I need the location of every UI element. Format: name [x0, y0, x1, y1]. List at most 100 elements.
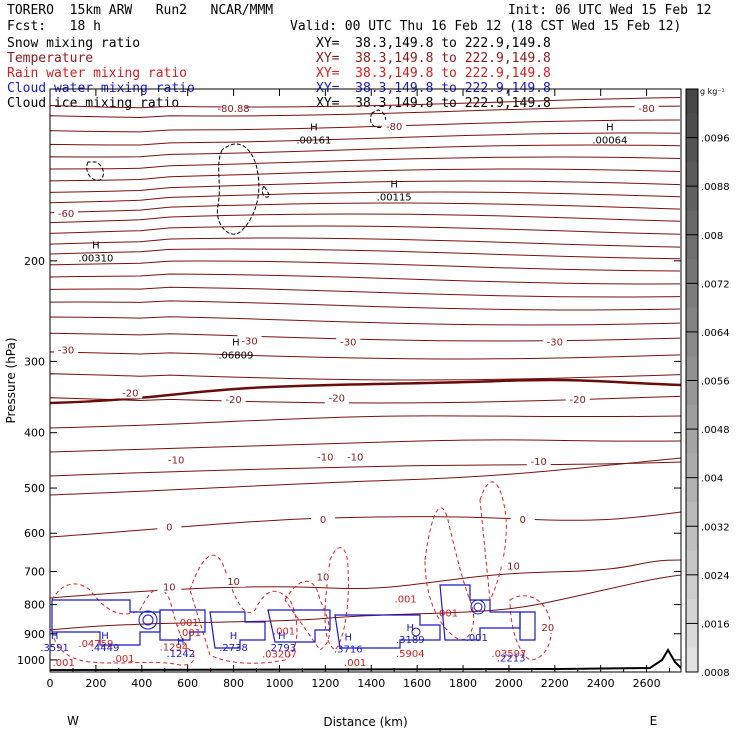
- cloud-water-max-marker: H: [406, 623, 414, 634]
- x-tick-label: 2200: [541, 677, 569, 690]
- y-tick-label: 700: [24, 565, 45, 578]
- temperature-label: -20: [122, 388, 138, 399]
- x-tick-label: 1800: [449, 677, 477, 690]
- temp-label-bg: [526, 454, 551, 467]
- field-xy-temperature: XY= 38.3,149.8 to 222.9,149.8: [316, 51, 551, 66]
- colorbar-tick-label: .0088: [701, 182, 730, 193]
- rain-label: .001: [395, 594, 417, 605]
- colorbar: .0096 .0088 .008 .0072 .0064 .0056 .0048 .004 .0…: [685, 87, 730, 679]
- cloud-water-contour: [267, 609, 331, 643]
- cloud-water-max-contour: [142, 614, 154, 626]
- cloud-water-label: .2793: [267, 643, 296, 654]
- colorbar-cell: [686, 186, 698, 211]
- cloud-water-max-marker: H: [177, 637, 185, 648]
- isotherm-line: [49, 156, 681, 170]
- colorbar-cell: [686, 161, 698, 187]
- colorbar-cell: [686, 599, 698, 624]
- field-name-temperature: Temperature: [7, 51, 94, 66]
- rain-label: .03597: [491, 649, 526, 660]
- rain-label: .001: [344, 658, 366, 669]
- isotherm-line: [49, 213, 681, 227]
- isotherm-line: [49, 457, 682, 496]
- temperature-label: -80: [638, 104, 654, 115]
- temp-label-bg: [324, 391, 349, 404]
- colorbar-cell: [686, 234, 698, 260]
- x-tick-label: 400: [131, 677, 152, 690]
- x-tick-label: 800: [223, 677, 244, 690]
- rain-label: .001: [53, 658, 75, 669]
- colorbar-cell: [686, 550, 698, 576]
- isotherm-line: [49, 316, 681, 328]
- cloud-water-label: .3716: [334, 644, 363, 655]
- cloud-water-label: .1242: [166, 649, 195, 660]
- colorbar-cell: [686, 526, 698, 552]
- isotherm-line: [49, 202, 681, 216]
- colorbar-cell: [686, 259, 698, 284]
- temperature-label: 10: [163, 582, 176, 593]
- isotherm-line: [49, 168, 681, 182]
- colorbar-tick-label: .0064: [701, 328, 730, 339]
- x-axis-label: Distance (km): [323, 715, 407, 729]
- y-tick-label: 900: [24, 628, 45, 641]
- cloud-water-label: .2738: [219, 643, 248, 654]
- isotherm-line: [49, 225, 681, 239]
- isotherm-zero-line: [49, 378, 682, 405]
- isotherm-line: [49, 97, 681, 110]
- field-xy-cloud-ice: XY= 38.3,149.8 to 222.9,149.8: [316, 96, 551, 111]
- colorbar-cell: [686, 331, 698, 357]
- temperature-label: -10: [531, 457, 547, 468]
- field-name-snow: Snow mixing ratio: [7, 36, 141, 51]
- rain-contour: [324, 547, 349, 651]
- colorbar-tick-label: .0008: [701, 668, 730, 679]
- temperature-label: 0: [166, 523, 172, 534]
- temperature-label: 20: [542, 623, 555, 634]
- rain-contour: [284, 580, 330, 651]
- cloud-water-contours: [51, 584, 536, 649]
- temperature-label: -10: [168, 456, 184, 467]
- temperature-label: 0: [320, 515, 326, 526]
- temperature-label: 10: [507, 562, 520, 573]
- isotherm-line: [49, 248, 681, 262]
- temp-label-bg: [311, 513, 336, 526]
- y-tick-label: 500: [24, 482, 45, 495]
- header-init: Init: 06 UTC Wed 15 Feb 12: [508, 3, 712, 18]
- colorbar-cell: [686, 404, 698, 430]
- x-tick-label: 2000: [495, 677, 523, 690]
- temp-label-bg: [311, 570, 336, 583]
- cloud-water-max-contour: [411, 627, 421, 637]
- cloud-water-max-marker: H: [278, 631, 286, 642]
- temp-label-bg: [382, 119, 407, 132]
- cloud-water-max-marker: H: [345, 632, 353, 643]
- rain-contours: [51, 481, 552, 666]
- temperature-label: -10: [347, 452, 363, 463]
- colorbar-cell: [686, 137, 698, 163]
- isotherm-line: [49, 511, 682, 538]
- temp-label-bg: [510, 513, 535, 526]
- colorbar-cell: [686, 501, 698, 527]
- temperature-contours: [49, 97, 682, 631]
- rain-contour: [424, 507, 475, 641]
- isotherm-line: [49, 574, 682, 631]
- isotherm-line: [49, 237, 681, 251]
- snow-contour: [261, 185, 271, 198]
- isotherm-line: [49, 191, 681, 205]
- cloud-water-label: .2213: [497, 653, 526, 664]
- colorbar-cell: [686, 113, 698, 139]
- colorbar-cell: [686, 574, 698, 600]
- isotherm-line: [49, 332, 681, 344]
- temperature-label: 10: [227, 577, 240, 588]
- snow-contours: [86, 109, 386, 235]
- x-tick-label: 1400: [357, 677, 385, 690]
- temperature-label: -30: [241, 337, 257, 348]
- colorbar-cell: [686, 623, 698, 649]
- cloud-water-max-contour: [473, 602, 483, 612]
- x-tick-label: 1200: [311, 677, 339, 690]
- x-tick-label: 200: [85, 677, 106, 690]
- temp-label-bg: [164, 453, 189, 466]
- y-tick-label: 800: [24, 599, 45, 612]
- cloud-water-contour: [51, 599, 161, 646]
- rain-contour: [509, 595, 552, 661]
- cloud-water-label: .001: [466, 633, 488, 644]
- isotherm-line: [49, 119, 681, 133]
- colorbar-tick-label: .0048: [701, 425, 730, 436]
